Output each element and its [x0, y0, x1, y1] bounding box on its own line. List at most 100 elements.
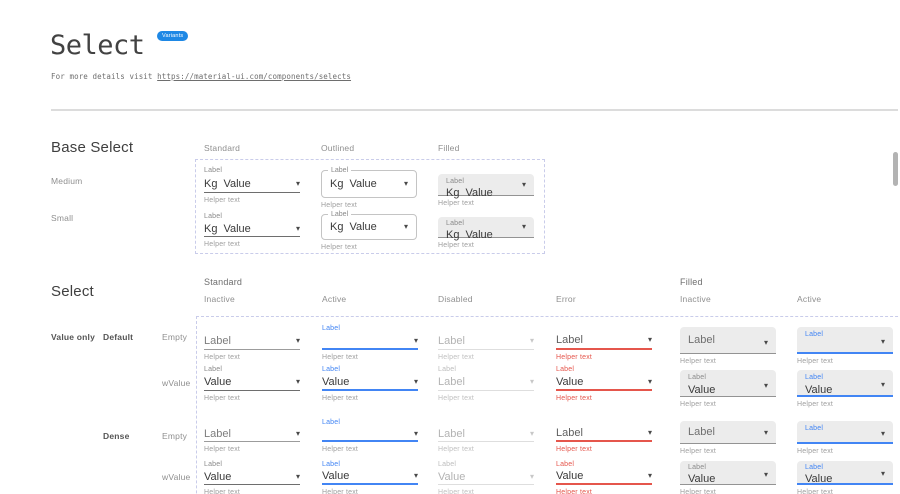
select-value: Value [349, 221, 377, 233]
select-value: Value [805, 473, 833, 485]
base-select-heading: Base Select [51, 139, 134, 156]
row-label-empty: Empty [162, 332, 188, 342]
helper-text: Helper text [680, 489, 717, 494]
helper-text: Helper text [438, 395, 475, 402]
select-prefix: Kg [204, 222, 218, 235]
select-value-row[interactable]: Label Kg Value ▾ [321, 210, 417, 240]
select-label: Label [322, 325, 341, 332]
select-filled-active-wvalue[interactable]: Label Value ▾ Helper text [797, 370, 893, 408]
select-value-row[interactable]: Value ▾ [556, 375, 652, 391]
select-label: Label [805, 425, 824, 432]
select-standard-error-empty[interactable]: Label ▾ Helper text [556, 333, 652, 361]
select-filled-inactive-wvalue[interactable]: Label Value ▾ Helper text [680, 370, 776, 408]
select-value-row[interactable]: Value ▾ [204, 375, 300, 391]
select-value: Value [223, 222, 251, 235]
dropdown-arrow-icon: ▾ [529, 335, 534, 345]
select-value-row[interactable]: Label Kg Value ▾ [438, 174, 534, 199]
select-value-row[interactable]: Label ▾ [680, 421, 776, 444]
select-value-row[interactable]: Label ▾ [556, 333, 652, 350]
select-filled-active-empty[interactable]: Label ▾ Helper text [797, 327, 893, 365]
select-standard-active-empty-dense[interactable]: Label ▾ Helper text [322, 418, 418, 453]
select-standard-inactive-wvalue[interactable]: Label Value ▾ Helper text [204, 365, 300, 402]
dropdown-arrow-icon: ▾ [880, 429, 885, 438]
dropdown-arrow-icon: ▾ [403, 222, 408, 231]
select-value-row[interactable]: Label ▾ [204, 333, 300, 350]
helper-text: Helper text [204, 446, 241, 453]
select-standard-error-empty-dense[interactable]: Label ▾ Helper text [556, 427, 652, 453]
base-select-outlined-medium[interactable]: Label Kg Value ▾ Helper text [321, 166, 417, 209]
helper-text: Helper text [556, 354, 593, 361]
base-select-outlined-small[interactable]: Label Kg Value ▾ Helper text [321, 210, 417, 251]
select-value-row[interactable]: Label Value ▾ [797, 461, 893, 485]
select-value-row[interactable]: Value ▾ [322, 470, 418, 485]
select-value-row[interactable]: Label ▾ [797, 327, 893, 354]
select-standard-disabled-wvalue: Label Label ▾ Helper text [438, 365, 534, 402]
helper-text: Helper text [321, 202, 358, 209]
select-value: Value [322, 375, 350, 388]
select-label: Label [556, 366, 575, 373]
select-standard-active-wvalue[interactable]: Label Value ▾ Helper text [322, 365, 418, 402]
select-value-row[interactable]: Kg Value ▾ [204, 176, 300, 193]
select-value-row: Label ▾ [438, 427, 534, 442]
select-value: Value [349, 178, 377, 190]
select-filled-active-empty-dense[interactable]: Label ▾ Helper text [797, 421, 893, 455]
select-value-row[interactable]: Label Kg Value ▾ [321, 166, 417, 198]
helper-text: Helper text [204, 354, 241, 361]
select-value-row[interactable]: Label Value ▾ [680, 461, 776, 485]
select-value-row[interactable]: Value ▾ [322, 375, 418, 391]
select-filled-active-wvalue-dense[interactable]: Label Value ▾ Helper text [797, 461, 893, 494]
helper-text: Helper text [204, 241, 241, 248]
select-standard-inactive-empty[interactable]: Label ▾ Helper text [204, 333, 300, 361]
base-select-filled-medium[interactable]: Label Kg Value ▾ Helper text [438, 174, 534, 207]
select-value-row[interactable]: ▾ [322, 334, 418, 350]
docs-link[interactable]: https://material-ui.com/components/selec… [157, 72, 352, 81]
select-value-row[interactable]: Value ▾ [556, 470, 652, 485]
scrollbar-thumb[interactable] [893, 152, 898, 186]
dropdown-arrow-icon: ▾ [529, 471, 534, 481]
select-filled-inactive-wvalue-dense[interactable]: Label Value ▾ Helper text [680, 461, 776, 494]
select-value-row[interactable]: Label ▾ [556, 427, 652, 442]
select-label: Label [556, 461, 575, 468]
select-value: Label [204, 334, 231, 347]
select-filled-inactive-empty-dense[interactable]: Label ▾ Helper text [680, 421, 776, 455]
select-standard-inactive-empty-dense[interactable]: Label ▾ Helper text [204, 427, 300, 453]
select-standard-active-wvalue-dense[interactable]: Label Value ▾ Helper text [322, 460, 418, 494]
select-standard-error-wvalue[interactable]: Label Value ▾ Helper text [556, 365, 652, 402]
base-select-standard-medium[interactable]: Label Kg Value ▾ Helper text [204, 166, 300, 204]
dropdown-arrow-icon: ▾ [295, 178, 300, 188]
select-frame [196, 316, 900, 494]
dropdown-arrow-icon: ▾ [403, 179, 408, 188]
select-value-row[interactable]: Kg Value ▾ [204, 222, 300, 237]
select-value-row[interactable]: ▾ [322, 428, 418, 442]
select-value-row[interactable]: Label ▾ [680, 327, 776, 354]
helper-text: Helper text [322, 489, 359, 494]
select-value-row[interactable]: Label Kg Value ▾ [438, 217, 534, 241]
helper-text: Helper text [797, 358, 834, 365]
base-select-filled-small[interactable]: Label Kg Value ▾ Helper text [438, 217, 534, 249]
select-value-row[interactable]: Label ▾ [204, 427, 300, 442]
base-select-standard-small[interactable]: Label Kg Value ▾ Helper text [204, 212, 300, 248]
helper-text: Helper text [680, 401, 717, 408]
helper-text: Helper text [556, 395, 593, 402]
select-standard-active-empty[interactable]: Label ▾ Helper text [322, 324, 418, 361]
select-standard-error-wvalue-dense[interactable]: Label Value ▾ Helper text [556, 460, 652, 494]
select-value-row[interactable]: Label ▾ [797, 421, 893, 444]
select-label: Label [688, 464, 707, 471]
select-value: Value [688, 384, 716, 396]
select-value-row[interactable]: Label Value ▾ [797, 370, 893, 397]
select-filled-inactive-empty[interactable]: Label ▾ Helper text [680, 327, 776, 365]
helper-text: Helper text [322, 354, 359, 361]
row-label-wvalue: wValue [162, 378, 191, 388]
select-standard-inactive-wvalue-dense[interactable]: Label Value ▾ Helper text [204, 460, 300, 494]
select-label: Label [322, 419, 341, 426]
select-standard-disabled-empty-dense: Label ▾ Helper text [438, 427, 534, 453]
dropdown-arrow-icon: ▾ [647, 335, 652, 344]
select-value: Value [204, 470, 232, 483]
select-prefix: Kg [204, 177, 218, 190]
select-value-row[interactable]: Value ▾ [204, 470, 300, 485]
select-value-row[interactable]: Label Value ▾ [680, 370, 776, 397]
dropdown-arrow-icon: ▾ [295, 335, 300, 345]
select-value: Label [438, 427, 465, 440]
select-value: Value [556, 470, 584, 482]
